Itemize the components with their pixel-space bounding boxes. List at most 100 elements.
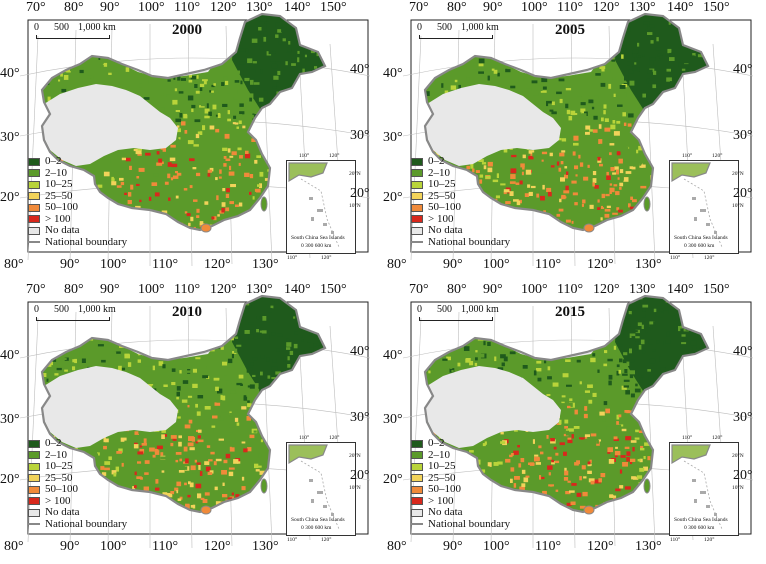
density-cell — [175, 110, 180, 112]
density-cell — [156, 151, 160, 155]
top-lon-tick: 140° — [667, 282, 694, 297]
legend-item: 50–100 — [411, 483, 510, 496]
density-cell — [222, 188, 226, 192]
density-cell — [257, 95, 260, 100]
inset-lon-label: 120° — [329, 435, 340, 441]
density-cell — [622, 359, 628, 364]
density-cell — [170, 16, 175, 20]
south-china-sea-inset: 110° 120° 20°N 10°N South China Sea Islands 0… — [669, 153, 744, 261]
density-cell — [551, 461, 555, 465]
density-cell — [427, 95, 431, 100]
density-cell — [512, 368, 519, 373]
density-cell — [547, 376, 552, 380]
density-cell — [158, 161, 164, 165]
density-cell — [540, 451, 544, 455]
density-cell — [672, 315, 676, 321]
density-cell — [81, 358, 86, 363]
density-cell — [451, 370, 454, 373]
density-cell — [592, 182, 595, 187]
density-cell — [458, 84, 461, 90]
density-cell — [192, 368, 197, 373]
density-cell — [479, 353, 485, 358]
density-cell — [167, 173, 171, 179]
density-cell — [666, 77, 673, 82]
density-cell — [174, 104, 179, 109]
density-cell — [676, 323, 681, 326]
density-cell — [619, 344, 623, 347]
density-cell — [260, 17, 267, 22]
density-cell — [509, 351, 516, 355]
bottom-lon-tick: 110° — [152, 539, 179, 554]
density-cell — [569, 490, 575, 493]
density-cell — [674, 327, 677, 332]
density-cell — [647, 456, 651, 461]
top-lon-tick: 90° — [483, 282, 503, 297]
density-cell — [642, 93, 646, 98]
density-cell — [666, 68, 671, 72]
density-cell — [119, 367, 126, 371]
density-cell — [470, 163, 474, 169]
density-cell — [626, 457, 630, 462]
density-cell — [217, 414, 220, 418]
density-cell — [199, 83, 205, 87]
density-cell — [197, 429, 202, 433]
density-cell — [250, 329, 253, 333]
density-cell — [546, 394, 551, 396]
density-cell — [244, 172, 250, 177]
density-cell — [528, 150, 535, 154]
density-cell — [505, 201, 511, 205]
density-cell — [95, 453, 99, 458]
density-cell — [615, 191, 620, 196]
top-lon-tick: 80° — [447, 282, 467, 297]
density-cell — [135, 205, 141, 210]
scale-mid-label: 500 — [437, 304, 452, 315]
density-cell — [176, 391, 180, 397]
legend-item: 10–25 — [28, 460, 127, 473]
legend-swatch — [28, 192, 40, 201]
map-panel-2005: 2005 0 500 1,000 km 0–2 2–10 10–25 25–50 50–100 >… — [383, 0, 766, 282]
density-cell — [630, 370, 635, 375]
density-cell — [118, 448, 123, 453]
density-cell — [632, 199, 637, 203]
legend-item: National boundary — [411, 236, 510, 249]
density-cell — [153, 97, 157, 100]
density-cell — [626, 53, 630, 59]
density-cell — [608, 117, 614, 121]
density-cell — [629, 333, 636, 338]
density-cell — [591, 106, 595, 110]
legend-item: No data — [28, 506, 127, 519]
density-cell — [176, 481, 182, 487]
density-cell — [561, 395, 566, 398]
top-lon-tick: 150° — [320, 0, 347, 15]
density-cell — [692, 53, 696, 57]
density-cell — [249, 93, 254, 98]
density-cell — [552, 382, 559, 387]
density-cell — [256, 315, 260, 320]
density-cell — [211, 84, 215, 88]
left-lat-tick: 40° — [0, 66, 20, 81]
density-cell — [451, 357, 455, 362]
density-cell — [227, 118, 231, 122]
density-cell — [181, 399, 188, 403]
density-cell — [632, 49, 639, 54]
density-cell — [249, 434, 255, 439]
density-cell — [518, 199, 522, 204]
density-cell — [655, 312, 661, 317]
taiwan-island — [260, 478, 268, 494]
density-cell — [608, 201, 615, 206]
density-cell — [167, 162, 172, 167]
inset-mainland — [671, 444, 711, 465]
top-lon-tick: 100° — [521, 282, 548, 297]
density-cell — [190, 216, 194, 222]
density-cell — [659, 308, 664, 312]
inset-island — [700, 209, 706, 212]
density-cell — [109, 438, 114, 444]
inset-lat-label: 10°N — [349, 203, 361, 209]
density-cell — [230, 184, 236, 188]
density-cell — [615, 446, 618, 449]
density-cell — [618, 158, 623, 164]
density-cell — [649, 60, 654, 65]
density-cell — [527, 185, 531, 190]
density-cell — [625, 390, 630, 395]
density-cell — [572, 192, 578, 196]
